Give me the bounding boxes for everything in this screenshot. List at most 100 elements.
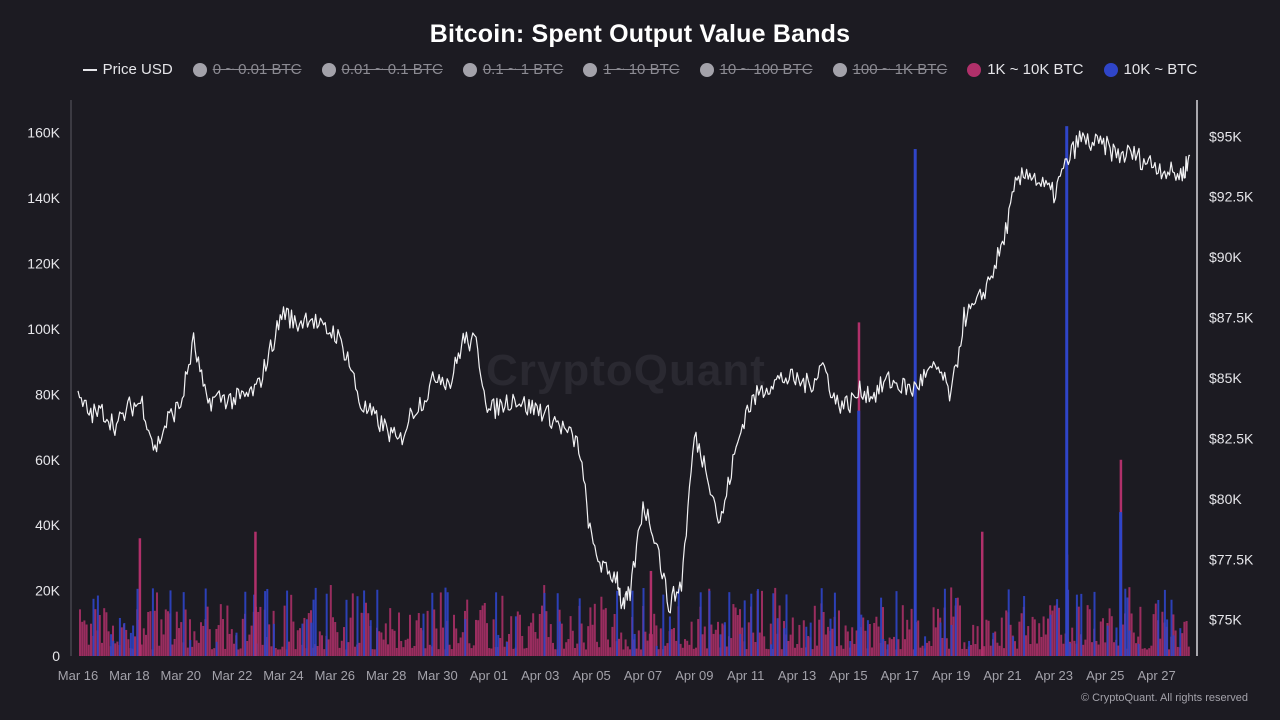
bar-1k-10k bbox=[690, 621, 693, 656]
dot-swatch-icon bbox=[192, 62, 207, 77]
bar-1k-10k bbox=[195, 640, 198, 656]
bar-1k-10k bbox=[1018, 621, 1021, 656]
legend-label: 1 ~ 10 BTC bbox=[603, 61, 680, 78]
bar-1k-10k bbox=[162, 634, 165, 656]
bar-1k-10k bbox=[193, 631, 196, 656]
legend-item-band-1[interactable]: 0.01 ~ 0.1 BTC bbox=[321, 61, 443, 78]
bar-1k-10k bbox=[721, 623, 724, 656]
bar-1k-10k bbox=[1174, 630, 1177, 656]
bar-10k-plus bbox=[1080, 593, 1083, 656]
bar-1k-10k bbox=[970, 644, 972, 656]
bar-1k-10k bbox=[798, 624, 801, 656]
bar-1k-10k bbox=[1029, 644, 1032, 656]
bar-1k-10k bbox=[145, 634, 147, 656]
bar-1k-10k bbox=[134, 636, 136, 656]
bar-1k-10k bbox=[1148, 648, 1151, 656]
bar-1k-10k bbox=[233, 643, 235, 656]
bar-1k-10k bbox=[217, 625, 220, 656]
bar-10k-plus bbox=[123, 623, 126, 656]
bar-1k-10k bbox=[1187, 646, 1190, 656]
bar-1k-10k bbox=[934, 627, 937, 656]
x-tick-label: Apr 13 bbox=[778, 668, 816, 683]
bar-1k-10k bbox=[688, 644, 691, 656]
bar-1k-10k bbox=[884, 640, 887, 656]
bar-1k-10k bbox=[239, 648, 242, 656]
bar-10k-plus bbox=[1179, 628, 1182, 656]
bar-1k-10k bbox=[921, 645, 924, 656]
bar-1k-10k bbox=[600, 596, 603, 656]
bar-10k-plus bbox=[655, 645, 658, 656]
bar-10k-plus bbox=[422, 613, 425, 656]
bar-10k-plus bbox=[1128, 630, 1131, 656]
bar-1k-10k bbox=[466, 599, 469, 656]
legend-item-price[interactable]: Price USD bbox=[82, 61, 173, 78]
bar-1k-10k bbox=[989, 645, 992, 656]
bar-10k-plus bbox=[943, 588, 946, 656]
bar-10k-plus bbox=[543, 592, 546, 656]
bar-1k-10k bbox=[439, 592, 442, 656]
bar-1k-10k bbox=[380, 632, 383, 656]
right-tick-label: $92.5K bbox=[1209, 189, 1254, 205]
bar-1k-10k bbox=[343, 627, 345, 656]
bar-1k-10k bbox=[481, 605, 484, 656]
bar-10k-plus bbox=[312, 599, 315, 656]
spike-10k-plus bbox=[1065, 126, 1069, 657]
legend-item-band-1k-10k[interactable]: 1K ~ 10K BTC bbox=[967, 61, 1084, 78]
bar-1k-10k bbox=[827, 626, 829, 656]
bar-1k-10k bbox=[175, 611, 178, 656]
bar-1k-10k bbox=[574, 647, 576, 656]
bar-1k-10k bbox=[560, 623, 563, 656]
bar-1k-10k bbox=[644, 631, 647, 656]
bar-1k-10k bbox=[1003, 648, 1005, 656]
bar-1k-10k bbox=[963, 642, 966, 656]
legend-item-band-5[interactable]: 100 ~ 1K BTC bbox=[832, 61, 947, 78]
bar-1k-10k bbox=[1108, 608, 1111, 656]
bar-1k-10k bbox=[1014, 641, 1016, 656]
bar-1k-10k bbox=[813, 605, 816, 656]
bar-10k-plus bbox=[444, 587, 447, 656]
bar-1k-10k bbox=[607, 639, 609, 656]
x-tick-label: Apr 09 bbox=[675, 668, 713, 683]
bar-1k-10k bbox=[1152, 614, 1155, 656]
legend-item-band-2[interactable]: 0.1 ~ 1 BTC bbox=[462, 61, 563, 78]
bar-10k-plus bbox=[301, 623, 304, 656]
bar-1k-10k bbox=[294, 649, 297, 656]
bar-1k-10k bbox=[926, 642, 928, 656]
bar-10k-plus bbox=[272, 623, 275, 656]
legend-item-band-4[interactable]: 10 ~ 100 BTC bbox=[699, 61, 813, 78]
bar-1k-10k bbox=[710, 624, 713, 656]
bar-1k-10k bbox=[679, 643, 682, 656]
bar-1k-10k bbox=[483, 602, 486, 656]
bar-1k-10k bbox=[534, 632, 537, 656]
bar-1k-10k bbox=[94, 609, 97, 656]
spike-10k-plus bbox=[913, 149, 917, 656]
bar-1k-10k bbox=[602, 609, 605, 656]
bar-10k-plus bbox=[1012, 636, 1015, 656]
bar-1k-10k bbox=[1086, 605, 1089, 656]
bar-1k-10k bbox=[653, 613, 656, 656]
bar-10k-plus bbox=[189, 640, 192, 656]
bar-1k-10k bbox=[279, 649, 282, 656]
chart-title: Bitcoin: Spent Output Value Bands bbox=[429, 20, 851, 48]
bar-1k-10k bbox=[659, 628, 662, 656]
bar-10k-plus bbox=[631, 590, 634, 656]
bar-1k-10k bbox=[538, 613, 541, 656]
bar-1k-10k bbox=[802, 620, 805, 656]
bar-1k-10k bbox=[329, 585, 332, 656]
bar-1k-10k bbox=[1025, 635, 1027, 656]
bar-1k-10k bbox=[994, 631, 997, 656]
left-tick-label: 60K bbox=[35, 452, 61, 468]
left-tick-label: 0 bbox=[52, 648, 60, 664]
legend-item-band-3[interactable]: 1 ~ 10 BTC bbox=[583, 61, 680, 78]
bar-1k-10k bbox=[1141, 648, 1144, 656]
bar-1k-10k bbox=[747, 622, 750, 656]
bar-1k-10k bbox=[288, 641, 290, 656]
legend-item-band-10k-plus[interactable]: 10K ~ BTC bbox=[1103, 61, 1197, 78]
bar-1k-10k bbox=[941, 637, 944, 656]
bar-1k-10k bbox=[637, 630, 640, 656]
legend-item-band-0[interactable]: 0 ~ 0.01 BTC bbox=[192, 61, 302, 78]
bar-10k-plus bbox=[314, 587, 317, 656]
bar-1k-10k bbox=[1077, 606, 1080, 656]
bar-1k-10k bbox=[1016, 648, 1019, 656]
bar-1k-10k bbox=[459, 637, 462, 656]
